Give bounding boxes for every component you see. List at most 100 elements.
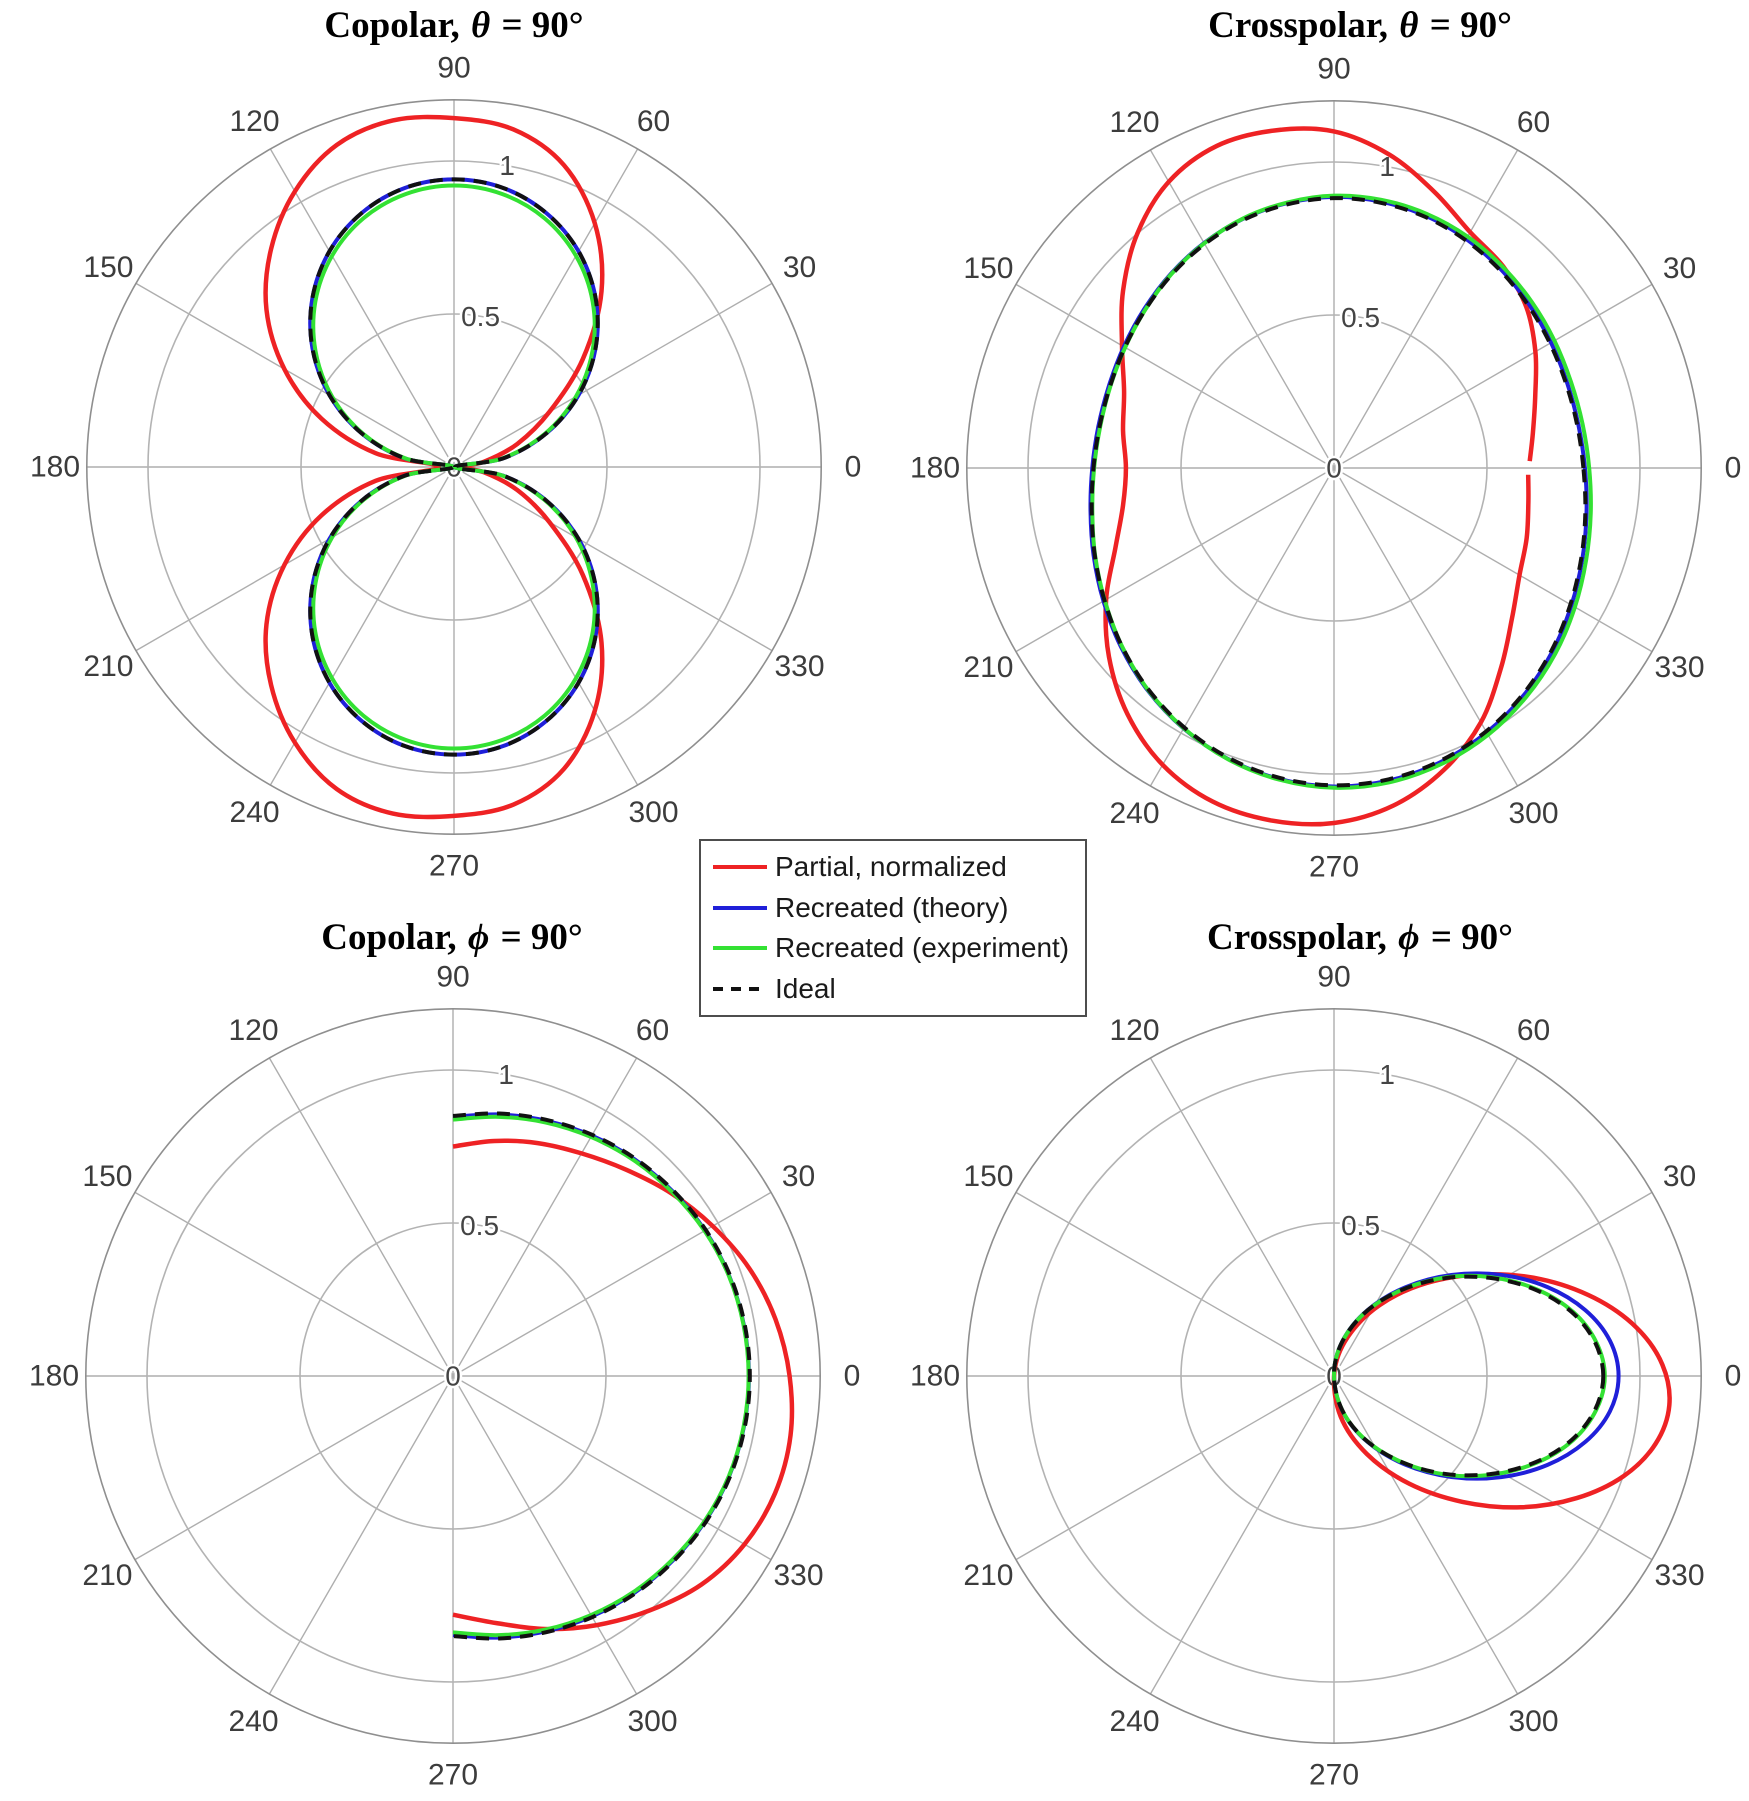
angle-label-210: 210 (963, 1559, 1013, 1592)
radial-label-1: 1 (1379, 1059, 1395, 1090)
angle-label-210: 210 (83, 650, 133, 683)
legend-label: Ideal (775, 972, 836, 1004)
polar-grid (85, 98, 823, 836)
grid-circle (299, 1222, 607, 1530)
angle-label-240: 240 (229, 796, 279, 829)
title-text: Crosspolar, (1208, 5, 1398, 46)
angle-label-120: 120 (1109, 106, 1159, 139)
angle-label-270: 270 (428, 1759, 478, 1792)
grid-spoke (1149, 1057, 1335, 1377)
title-text: = 90° (492, 5, 584, 46)
grid-spoke (269, 148, 455, 468)
angle-label-150: 150 (963, 1160, 1013, 1193)
plot-title-copolar-theta: Copolar, θ = 90° (324, 4, 583, 47)
plot-title-copolar-phi: Copolar, ϕ = 90° (321, 916, 582, 959)
grid-spoke (1015, 1375, 1335, 1561)
series-ideal (452, 1111, 752, 1641)
grid-spoke (1149, 467, 1335, 787)
angle-label-180: 180 (910, 1360, 960, 1393)
angle-label-270: 270 (1309, 851, 1359, 884)
grid-circle (1180, 1222, 1488, 1530)
series-ideal (1332, 1274, 1606, 1478)
angle-label-150: 150 (82, 1160, 132, 1193)
angle-label-120: 120 (228, 1014, 278, 1047)
angle-label-30: 30 (1663, 1160, 1696, 1193)
legend-item-experiment: Recreated (experiment) (711, 928, 1075, 968)
grid-circle (147, 160, 761, 774)
phi-symbol: ϕ (1398, 917, 1420, 958)
outer-ring (85, 98, 823, 836)
radial-label-1: 1 (499, 150, 515, 181)
series-recreated-experiment (1090, 193, 1593, 790)
angle-label-0: 0 (845, 451, 862, 484)
angle-label-330: 330 (774, 1559, 824, 1592)
grid-spoke (452, 1375, 638, 1695)
radial-label-0.5: 0.5 (1341, 302, 1380, 333)
angle-label-60: 60 (637, 105, 670, 138)
radial-label-1: 1 (498, 1059, 514, 1090)
legend-label: Recreated (experiment) (775, 932, 1070, 964)
legend-item-theory: Recreated (theory) (711, 888, 1075, 928)
grid-spoke (452, 1191, 772, 1377)
grid-spoke (1015, 467, 1335, 653)
angle-label-210: 210 (963, 651, 1013, 684)
grid-circle (1180, 314, 1488, 622)
legend-item-ideal: Ideal (711, 969, 1075, 1009)
angle-label-270: 270 (429, 850, 479, 883)
grid-spoke (453, 282, 773, 468)
grid-spoke (135, 282, 455, 468)
polar-grid (84, 1007, 822, 1745)
series-ideal (308, 177, 600, 757)
angle-label-150: 150 (83, 251, 133, 284)
legend-line-red (713, 865, 767, 870)
series-partial-normalized (1103, 126, 1539, 827)
grid-spoke (1015, 283, 1335, 469)
title-text: = 90° (1420, 5, 1512, 46)
grid-spoke (135, 466, 455, 652)
legend-line-blue (713, 905, 767, 910)
grid-spoke (134, 1375, 454, 1561)
angle-label-330: 330 (1655, 651, 1705, 684)
radial-label-0.5: 0.5 (460, 1210, 499, 1241)
radial-label-0.5: 0.5 (1341, 1210, 1380, 1241)
grid-spoke (452, 1375, 772, 1561)
angle-label-210: 210 (82, 1559, 132, 1592)
angle-label-120: 120 (229, 105, 279, 138)
legend-label: Partial, normalized (775, 851, 1007, 883)
title-text: Copolar, (321, 917, 466, 958)
angle-label-300: 300 (1508, 797, 1558, 830)
series-ideal (1089, 196, 1588, 788)
outer-ring (965, 99, 1703, 837)
grid-spoke (1015, 1191, 1335, 1377)
grid-spoke (1333, 283, 1653, 469)
grid-spoke (1333, 467, 1519, 787)
angle-label-180: 180 (29, 1360, 79, 1393)
grid-spoke (453, 466, 773, 652)
radial-label-0: 0 (445, 1361, 461, 1392)
grid-spoke (269, 466, 455, 786)
theta-symbol: θ (1399, 5, 1419, 46)
angle-label-30: 30 (1663, 252, 1696, 285)
angle-label-60: 60 (1517, 106, 1550, 139)
angle-label-240: 240 (1109, 1705, 1159, 1738)
polar-plot-2: 0 30 60 90 120 150 180 210 240 270 300 330 0 0.5 1 (29, 961, 860, 1792)
title-text: = 90° (491, 917, 583, 958)
grid-spoke (1149, 1375, 1335, 1695)
angle-label-0: 0 (1725, 1360, 1742, 1393)
legend-label: Recreated (theory) (775, 891, 1009, 923)
grid-spoke (268, 1375, 454, 1695)
grid-spoke (134, 1191, 454, 1377)
angle-label-90: 90 (1317, 53, 1350, 86)
plot-title-crosspolar-phi: Crosspolar, ϕ = 90° (1207, 916, 1513, 959)
outer-ring (84, 1007, 822, 1745)
series-partial-normalized (452, 1138, 795, 1632)
angle-label-0: 0 (844, 1360, 861, 1393)
grid-circle (1027, 161, 1641, 775)
angle-label-240: 240 (1109, 797, 1159, 830)
legend: Partial, normalized Recreated (theory) R… (699, 839, 1087, 1017)
theta-symbol: θ (471, 5, 491, 46)
